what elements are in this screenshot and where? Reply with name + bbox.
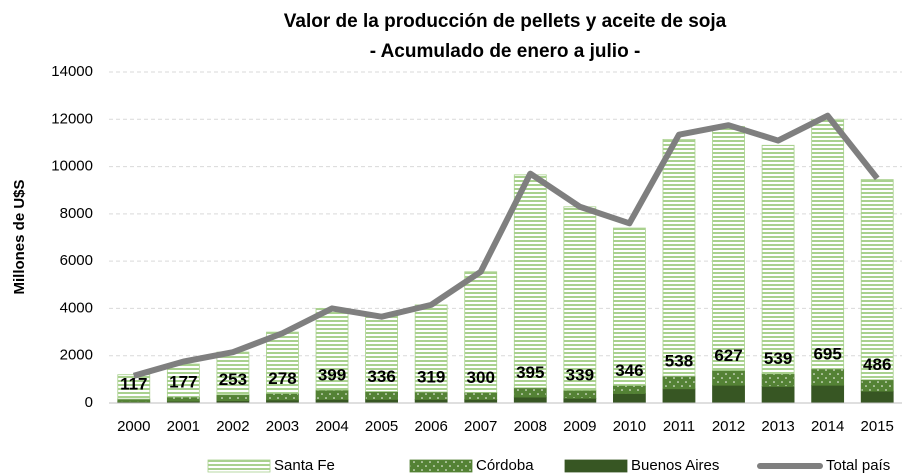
- x-tick-label: 2012: [712, 418, 745, 435]
- y-tick-label: 8000: [60, 205, 93, 222]
- legend-swatch: [409, 459, 473, 473]
- data-label: 538: [665, 352, 693, 371]
- y-tick-label: 10000: [51, 158, 93, 175]
- legend-label: Total país: [826, 457, 890, 474]
- data-label: 695: [813, 344, 841, 363]
- bar-segment: [117, 398, 151, 403]
- bar-segment: [365, 391, 398, 400]
- bar-segment: [414, 304, 448, 393]
- data-label: 117: [120, 375, 147, 394]
- data-label: 346: [615, 361, 643, 380]
- y-tick-label: 4000: [60, 299, 93, 316]
- data-label: 339: [566, 366, 594, 385]
- bar-segment: [513, 396, 547, 404]
- bar-segment: [563, 206, 597, 391]
- bar-segment: [166, 363, 200, 398]
- y-tick-label: 0: [85, 394, 93, 411]
- bar-segment: [811, 118, 845, 370]
- data-label: 627: [714, 346, 742, 365]
- y-tick-label: 2000: [60, 347, 93, 364]
- x-tick-label: 2002: [216, 418, 249, 435]
- chart-subtitle: - Acumulado de enero a julio -: [370, 41, 641, 62]
- bar-segment: [414, 399, 448, 404]
- line-series: [132, 112, 880, 379]
- bar-segment: [117, 374, 151, 400]
- data-label: 319: [417, 367, 445, 386]
- y-tick-label: 6000: [60, 252, 93, 269]
- bar-segment: [315, 389, 349, 400]
- x-tick-label: 2004: [315, 418, 348, 435]
- bar-segment: [166, 396, 200, 402]
- legend-swatch: [564, 459, 628, 473]
- data-label: 336: [367, 367, 395, 386]
- x-tick-label: 2005: [365, 418, 398, 435]
- bar-segment: [860, 179, 894, 381]
- bar-segment: [613, 393, 646, 404]
- bar-segment: [266, 392, 299, 401]
- legend-label: Buenos Aires: [631, 457, 719, 474]
- bar-segment: [365, 399, 398, 404]
- bar-segment: [613, 384, 646, 394]
- bar-segment: [216, 394, 250, 402]
- bar-segment: [712, 125, 745, 371]
- x-tick-label: 2015: [861, 418, 894, 435]
- x-tick-label: 2001: [167, 418, 200, 435]
- bar-segment: [513, 387, 547, 398]
- bar-segment: [464, 399, 498, 404]
- bar-segment: [513, 174, 547, 389]
- bar-segment: [414, 391, 448, 400]
- bar-segment: [811, 384, 845, 404]
- x-tick-label: 2008: [514, 418, 547, 435]
- data-label: 395: [516, 363, 544, 382]
- bar-segment: [761, 373, 795, 387]
- y-axis-label: Millones de U$S: [11, 179, 28, 294]
- x-tick-label: 2014: [811, 418, 844, 435]
- data-label: 300: [467, 368, 495, 387]
- x-tick-label: 2006: [414, 418, 447, 435]
- bar-segment: [315, 399, 349, 404]
- data-label: 177: [169, 372, 197, 391]
- bar-segment: [464, 391, 498, 400]
- x-tick-label: 2010: [613, 418, 646, 435]
- data-label: 278: [268, 369, 296, 388]
- data-label: 253: [219, 370, 247, 389]
- legend-label: Santa Fe: [274, 457, 335, 474]
- bar-segment: [563, 389, 597, 399]
- bar-segment: [811, 368, 845, 386]
- bar-segment: [761, 386, 795, 404]
- bar-segment: [563, 397, 597, 404]
- chart-title: Valor de la producción de pellets y acei…: [284, 11, 727, 32]
- x-tick-label: 2011: [663, 418, 695, 435]
- data-label: 539: [764, 349, 792, 368]
- bar-segment: [365, 315, 398, 392]
- bar-segment: [860, 379, 894, 392]
- bar-segment: [860, 390, 894, 404]
- legend-swatch: [207, 459, 271, 473]
- bar-segment: [712, 384, 745, 404]
- data-label: 486: [863, 355, 891, 374]
- bar-segment: [464, 271, 498, 393]
- bar-segment: [662, 375, 696, 390]
- bar-segment: [662, 388, 696, 404]
- x-tick-label: 2007: [464, 418, 497, 435]
- bar-segment: [662, 138, 696, 377]
- bar-segment: [712, 370, 745, 386]
- x-tick-label: 2000: [117, 418, 150, 435]
- y-tick-label: 12000: [51, 110, 93, 127]
- x-tick-label: 2009: [563, 418, 596, 435]
- data-label: 399: [318, 366, 346, 385]
- x-tick-label: 2003: [266, 418, 299, 435]
- y-tick-label: 14000: [51, 63, 93, 80]
- x-tick-label: 2013: [761, 418, 794, 435]
- bar-segment: [613, 227, 646, 386]
- legend-label: Córdoba: [476, 457, 534, 474]
- bar-segment: [761, 144, 795, 375]
